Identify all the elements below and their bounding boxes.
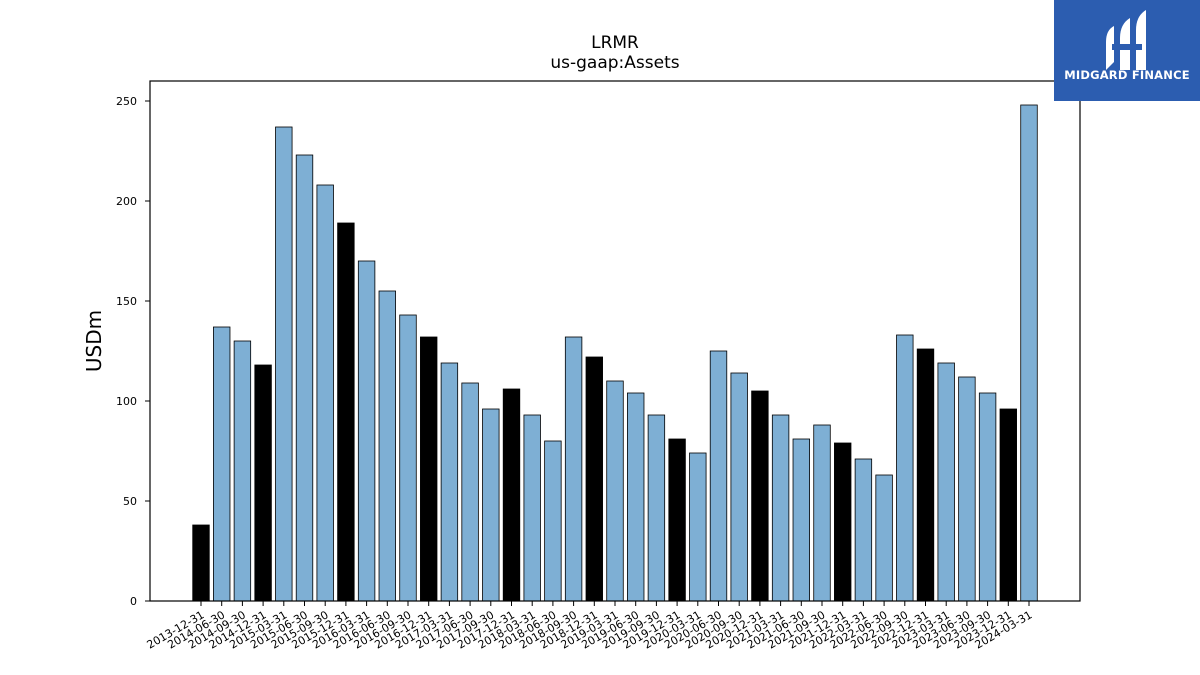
bars-group xyxy=(192,104,1038,602)
x-axis-ticks: 2013-12-312014-06-302014-09-302014-12-31… xyxy=(145,601,1035,652)
bar-2020-06-30 xyxy=(709,350,728,602)
bar-2022-06-30 xyxy=(875,474,893,602)
bar-2020-03-31 xyxy=(689,452,707,602)
bar-2017-06-30 xyxy=(461,382,479,602)
bar-2018-09-30 xyxy=(564,336,583,602)
bar-2014-12-31 xyxy=(254,364,272,602)
bar-2019-06-30 xyxy=(627,392,645,602)
midgard-logo-icon xyxy=(1106,10,1146,70)
bar-2015-03-31 xyxy=(275,126,293,602)
bar-2013-12-31 xyxy=(192,524,210,602)
bar-2021-12-31 xyxy=(834,442,852,602)
bar-2016-06-30 xyxy=(378,290,396,602)
bar-2022-09-30 xyxy=(896,334,914,602)
bar-2024-03-31 xyxy=(1020,104,1038,602)
bar-2021-09-30 xyxy=(813,424,831,602)
bar-2016-03-31 xyxy=(357,260,376,602)
y-tick-label: 50 xyxy=(123,495,137,508)
bar-2015-06-30 xyxy=(295,154,314,602)
bar-2014-09-30 xyxy=(233,340,252,602)
y-axis-ticks: 0 50 100 150 200 250 xyxy=(116,95,150,608)
bar-2022-12-31 xyxy=(916,348,935,602)
bar-2021-03-31 xyxy=(771,414,790,602)
brand-logo: MIDGARD FINANCE xyxy=(1054,0,1200,101)
bar-2021-06-30 xyxy=(792,438,810,602)
chart-subtitle: us-gaap:Assets xyxy=(550,53,679,73)
bar-2015-09-30 xyxy=(316,184,334,602)
bar-2018-03-31 xyxy=(523,414,541,602)
bar-2017-09-30 xyxy=(482,408,500,602)
bar-2017-12-31 xyxy=(502,388,521,602)
y-tick-label: 100 xyxy=(116,395,137,408)
bar-2019-03-31 xyxy=(606,380,624,602)
chart-title: LRMR xyxy=(591,33,639,53)
bar-2023-03-31 xyxy=(937,362,955,602)
bar-2016-12-31 xyxy=(420,336,438,602)
bar-2015-12-31 xyxy=(337,222,355,602)
bar-2023-12-31 xyxy=(999,408,1017,602)
bar-2023-09-30 xyxy=(978,392,997,602)
bar-2023-06-30 xyxy=(958,376,976,602)
plot-frame xyxy=(149,80,1081,602)
y-tick-label: 150 xyxy=(116,295,137,308)
bar-2020-09-30 xyxy=(730,372,748,602)
y-tick-label: 0 xyxy=(130,595,137,608)
bar-2014-06-30 xyxy=(213,326,231,602)
y-tick-label: 200 xyxy=(116,195,137,208)
brand-name: MIDGARD FINANCE xyxy=(1064,68,1190,82)
y-tick-label: 250 xyxy=(116,95,137,108)
bar-2017-03-31 xyxy=(440,362,459,602)
y-axis-label: USDm xyxy=(82,310,106,372)
bar-2018-06-30 xyxy=(544,440,562,602)
bar-2019-09-30 xyxy=(647,414,666,602)
bar-2019-12-31 xyxy=(668,438,686,602)
bar-2018-12-31 xyxy=(585,356,603,602)
bar-2016-09-30 xyxy=(399,314,417,602)
bar-2022-03-31 xyxy=(854,458,873,602)
bar-2020-12-31 xyxy=(751,390,769,602)
